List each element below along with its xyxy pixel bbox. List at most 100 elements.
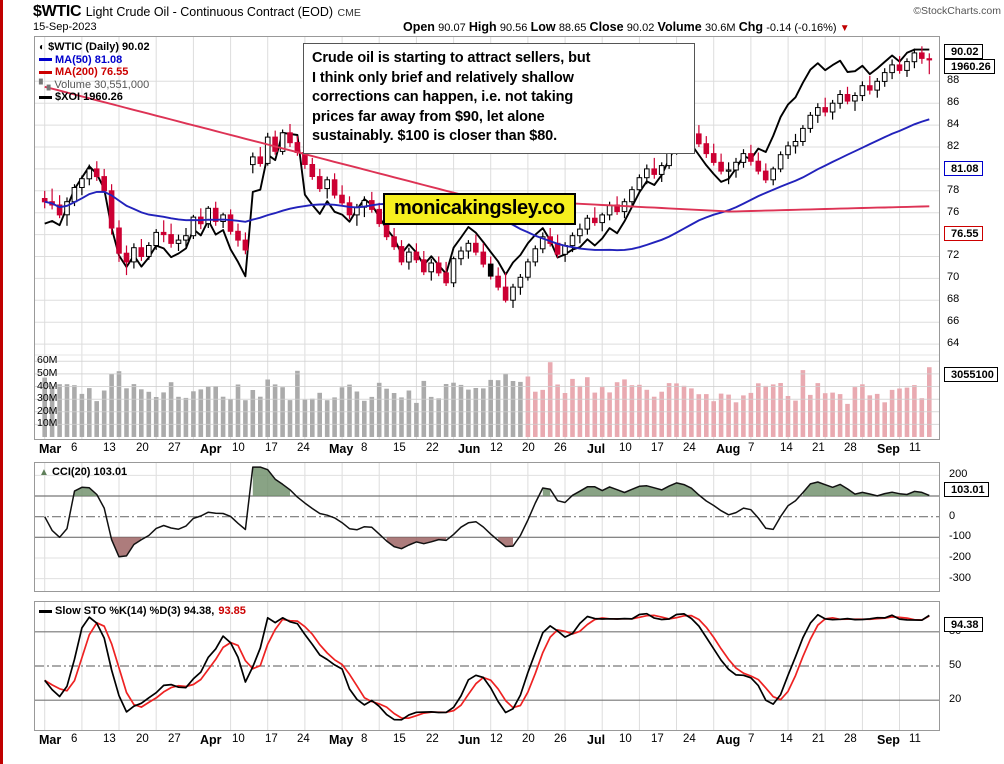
legend-ma200-row: MA(200) 76.55 xyxy=(39,66,150,79)
price-y-tick: 76 xyxy=(947,206,960,218)
last-price-callout: 90.02 xyxy=(944,44,983,59)
x-axis-day-label: 15 xyxy=(393,442,406,454)
x-axis-month-label: Jun xyxy=(458,733,481,747)
x-axis-day-label: 7 xyxy=(748,733,755,745)
legend-xoi-row: $XOI 1960.26 xyxy=(39,91,150,104)
xoi-swatch-icon xyxy=(39,95,52,99)
price-y-tick: 78 xyxy=(947,184,960,196)
x-axis-day-label: 14 xyxy=(780,442,793,454)
x-axis-day-label: 26 xyxy=(554,733,567,745)
x-axis-day-label: 24 xyxy=(297,733,310,745)
cci-plot-area xyxy=(34,462,940,592)
price-y-tick: 70 xyxy=(947,271,960,283)
x-axis-day-label: 10 xyxy=(619,442,632,454)
ma200-swatch-icon xyxy=(39,70,52,74)
x-axis-month-label: Mar xyxy=(39,442,62,456)
stochastic-y-tick: 20 xyxy=(949,693,962,705)
legend-title: $WTIC (Daily) 90.02 xyxy=(48,41,150,53)
cci-legend-row: ▲ CCI(20) 103.01 xyxy=(39,466,127,479)
cci-y-tick: 200 xyxy=(949,468,968,480)
x-axis-day-label: 28 xyxy=(844,442,857,454)
stochastic-plot-area xyxy=(34,601,940,731)
x-axis-month-label: Apr xyxy=(200,442,222,456)
low-value: 88.65 xyxy=(558,22,587,34)
chg-down-arrow-icon: ▼ xyxy=(839,23,850,34)
price-y-tick: 88 xyxy=(947,74,960,86)
ma50-value-callout: 81.08 xyxy=(944,161,983,176)
x-axis-day-label: 27 xyxy=(168,733,181,745)
analyst-annotation-box: Crude oil is starting to attract sellers… xyxy=(303,43,695,154)
stockcharts-brand: ©StockCharts.com xyxy=(913,5,1001,17)
x-axis-day-label: 26 xyxy=(554,442,567,454)
price-y-tick: 84 xyxy=(947,118,960,130)
x-axis-month-label: Jul xyxy=(587,733,606,747)
x-axis-day-label: 22 xyxy=(426,733,439,745)
x-axis-day-label: 17 xyxy=(265,733,278,745)
x-axis-day-label: 17 xyxy=(651,733,664,745)
annotation-line-4: prices far away from $90, let alone xyxy=(312,108,545,125)
x-axis-day-label: 21 xyxy=(812,733,825,745)
high-value: 90.56 xyxy=(499,22,528,34)
close-label: Close xyxy=(589,20,624,34)
x-axis-day-label: 13 xyxy=(103,442,116,454)
price-legend: ◐ $WTIC (Daily) 90.02 MA(50) 81.08 MA(20… xyxy=(39,41,150,104)
x-axis-month-label: Mar xyxy=(39,733,62,747)
cci-y-tick: 0 xyxy=(949,510,956,522)
x-axis-day-label: 8 xyxy=(361,442,368,454)
x-axis-day-label: 10 xyxy=(232,442,245,454)
volume-value-callout: 3055100 xyxy=(944,367,998,382)
annotation-line-5: sustainably. $100 is closer than $80. xyxy=(312,128,558,144)
low-label: Low xyxy=(530,20,556,34)
annotation-line-3: corrections can happen, i.e. not taking xyxy=(312,89,574,105)
volume-y-tick: 40M xyxy=(37,380,58,392)
symbol-ticker: $WTIC xyxy=(33,3,82,20)
volume-value: 30.6M xyxy=(704,22,736,34)
x-axis-day-label: 20 xyxy=(522,733,535,745)
price-y-tick: 64 xyxy=(947,337,960,349)
x-axis-month-label: Sep xyxy=(877,733,900,747)
x-axis-day-label: 7 xyxy=(748,442,755,454)
annotation-line-1: Crude oil is starting to attract sellers… xyxy=(312,50,591,66)
quote-date: 15-Sep-2023 xyxy=(33,21,97,33)
cci-y-tick: -200 xyxy=(949,551,972,563)
legend-ma50-row: MA(50) 81.08 xyxy=(39,54,150,67)
cci-y-tick: -300 xyxy=(949,572,972,584)
x-axis-day-label: 21 xyxy=(812,442,825,454)
legend-volume: Volume 30,551,000 xyxy=(54,78,150,91)
stochastic-y-tick: 50 xyxy=(949,659,962,671)
x-axis-month-label: May xyxy=(329,733,354,747)
symbol-description: Light Crude Oil - Continuous Contract (E… xyxy=(85,5,334,19)
x-axis-month-label: Apr xyxy=(200,733,222,747)
price-y-tick: 82 xyxy=(947,140,960,152)
ma50-swatch-icon xyxy=(39,58,52,62)
x-axis-month-label: Jul xyxy=(587,442,606,456)
volume-y-tick: 50M xyxy=(37,367,58,379)
volume-bars-icon: ▘▖ xyxy=(39,79,55,91)
x-axis-day-label: 17 xyxy=(651,442,664,454)
x-axis-day-label: 11 xyxy=(909,733,921,745)
x-axis-month-label: Aug xyxy=(716,442,741,456)
x-axis-day-label: 24 xyxy=(683,733,696,745)
x-axis-day-label: 20 xyxy=(136,442,149,454)
sto-legend-label: Slow STO %K(14) %D(3) 94.38, xyxy=(55,605,215,617)
stochastic-chart-svg xyxy=(35,602,939,730)
price-chart-svg xyxy=(35,37,939,439)
price-y-tick: 68 xyxy=(947,293,960,305)
stochastic-legend: Slow STO %K(14) %D(3) 94.38, 93.85 xyxy=(39,605,246,618)
cci-legend-label: CCI(20) 103.01 xyxy=(51,466,128,478)
x-axis-day-label: 17 xyxy=(265,442,278,454)
sto-d-value: 93.85 xyxy=(218,605,246,617)
chart-header: $WTIC Light Crude Oil - Continuous Contr… xyxy=(3,0,1004,36)
x-axis-day-label: 11 xyxy=(909,442,921,454)
x-axis-day-label: 12 xyxy=(490,442,503,454)
volume-label: Volume xyxy=(657,20,702,34)
site-watermark: monicakingsley.co xyxy=(383,193,576,225)
open-label: Open xyxy=(403,20,435,34)
x-axis-day-label: 24 xyxy=(683,442,696,454)
chg-value: -0.14 (-0.16%) xyxy=(766,22,837,34)
header-title-line: $WTIC Light Crude Oil - Continuous Contr… xyxy=(33,3,361,21)
volume-y-tick: 20M xyxy=(37,405,58,417)
x-axis-day-label: 14 xyxy=(780,733,793,745)
legend-ma50: MA(50) 81.08 xyxy=(55,53,123,66)
price-y-tick: 86 xyxy=(947,96,960,108)
